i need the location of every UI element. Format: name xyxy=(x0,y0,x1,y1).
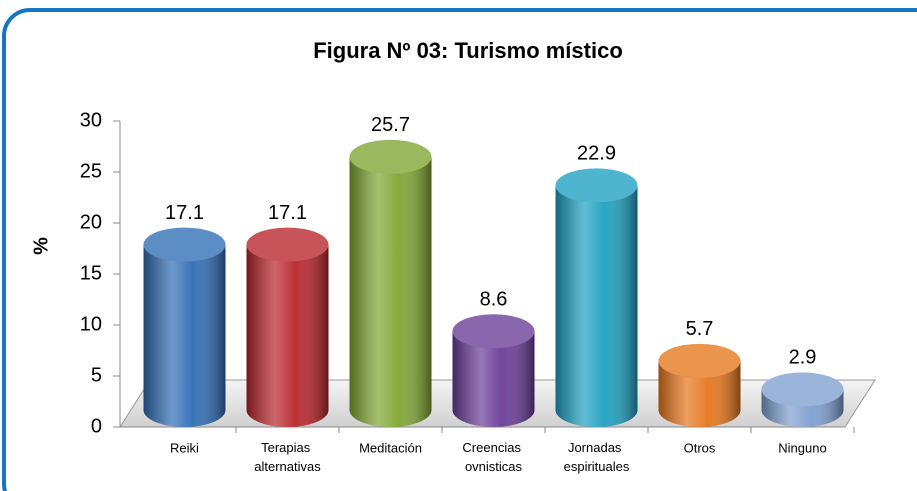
bar-top xyxy=(658,343,741,378)
x-tick-label: Creencias ovnisticas xyxy=(462,440,524,474)
value-label: 8.6 xyxy=(480,289,508,311)
chart-title: Figura Nº 03: Turismo místico xyxy=(313,38,623,63)
value-label: 22.9 xyxy=(577,143,616,165)
bar-top-shading xyxy=(349,139,432,174)
value-label: 17.1 xyxy=(268,202,307,224)
x-tick-label: Meditación xyxy=(359,440,422,455)
bar-top xyxy=(246,227,329,262)
x-tick-label: Terapias alternativas xyxy=(254,440,321,474)
bar-shading xyxy=(658,360,741,427)
x-tick-label: Otros xyxy=(684,440,716,455)
bar-top xyxy=(143,227,226,262)
bar-shading xyxy=(555,185,638,427)
bar-shading xyxy=(246,244,329,427)
bar-shading xyxy=(349,156,432,428)
x-tick-label: Jornadas espirituales xyxy=(564,440,630,474)
value-label: 5.7 xyxy=(686,318,714,340)
bar-top-shading xyxy=(246,227,329,262)
value-label: 2.9 xyxy=(789,347,817,369)
bar-top xyxy=(452,314,535,349)
bar-top-shading xyxy=(452,314,535,349)
x-tick-label: Ninguno xyxy=(778,440,826,455)
bar-top-shading xyxy=(761,372,844,407)
bar-top-shading xyxy=(658,343,741,378)
y-tick-label: 20 xyxy=(80,211,102,233)
value-label: 17.1 xyxy=(165,202,204,224)
y-tick-label: 30 xyxy=(80,109,102,131)
y-tick-label: 10 xyxy=(80,313,102,335)
y-axis-label: % xyxy=(30,237,52,255)
bar-top xyxy=(555,168,638,203)
bar-top xyxy=(761,372,844,407)
bar-top-shading xyxy=(143,227,226,262)
bar-shading xyxy=(143,244,226,427)
y-tick-label: 25 xyxy=(80,160,102,182)
y-tick-label: 15 xyxy=(80,262,102,284)
bar-shading xyxy=(452,331,535,427)
bar-top-shading xyxy=(555,168,638,203)
bar-top xyxy=(349,139,432,174)
y-tick-label: 5 xyxy=(91,364,102,386)
y-tick-label: 0 xyxy=(91,415,102,437)
value-label: 25.7 xyxy=(371,114,410,136)
x-tick-label: Reiki xyxy=(170,440,199,455)
